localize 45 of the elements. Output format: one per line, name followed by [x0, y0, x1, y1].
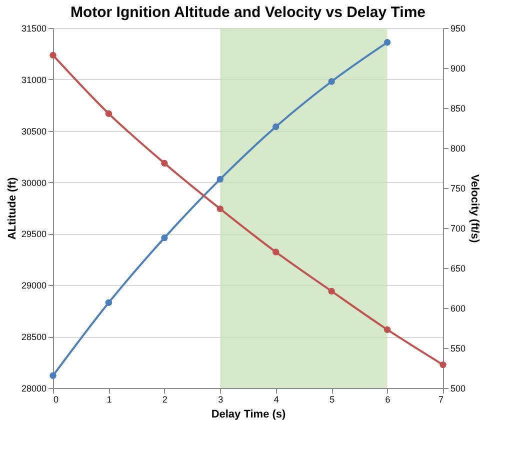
x-tick-label: 5: [330, 394, 335, 404]
y-tick-label: 31000: [21, 74, 46, 85]
x-axis-title: Delay Time (s): [211, 408, 286, 420]
y-tick-label: 29500: [21, 229, 46, 240]
y2-tick-label: 850: [450, 104, 466, 114]
x-tick-label: 2: [162, 394, 168, 404]
point: [272, 248, 280, 256]
y2-tick-label: 550: [450, 344, 466, 354]
y-tick-label: 28500: [21, 332, 46, 342]
chart-title: Motor Ignition Altitude and Velocity vs Delay Time: [70, 4, 426, 21]
y-tick-label: 30500: [21, 126, 46, 136]
point: [272, 123, 280, 130]
point: [50, 52, 56, 59]
y2-tick-label: 750: [450, 184, 466, 194]
point: [384, 326, 391, 333]
y2-tick-label: 800: [450, 144, 466, 154]
y-tick-label: 30000: [21, 178, 46, 188]
y-tick-label: 28000: [21, 384, 46, 394]
point: [105, 110, 112, 117]
y-axis-title: ALtitude (ft): [6, 177, 18, 240]
x-tick-label: 0: [54, 394, 59, 404]
y-tick-label: 29000: [21, 280, 46, 291]
point: [105, 299, 112, 306]
point: [384, 39, 391, 46]
y2-tick-label: 950: [450, 24, 466, 34]
y2-tick-label: 650: [450, 264, 466, 274]
point: [328, 288, 335, 295]
y2-tick-label: 600: [450, 304, 466, 314]
point: [161, 234, 168, 242]
point: [328, 78, 335, 85]
point: [50, 372, 56, 380]
point: [216, 205, 224, 212]
x-tick-label: 6: [385, 394, 390, 404]
point: [161, 160, 168, 167]
y2-tick-label: 700: [450, 224, 466, 234]
x-tick-label: 1: [106, 394, 112, 404]
x-tick-label: 7: [438, 394, 444, 404]
x-tick-label: 3: [218, 394, 224, 404]
y2-axis-title: Velocity (ft/s): [468, 174, 481, 244]
x-tick-label: 4: [274, 394, 279, 404]
point: [216, 176, 224, 183]
y2-tick-label: 500: [450, 384, 466, 394]
y2-tick-label: 900: [450, 64, 466, 74]
point: [440, 361, 446, 368]
y-tick-label: 31500: [21, 24, 46, 34]
